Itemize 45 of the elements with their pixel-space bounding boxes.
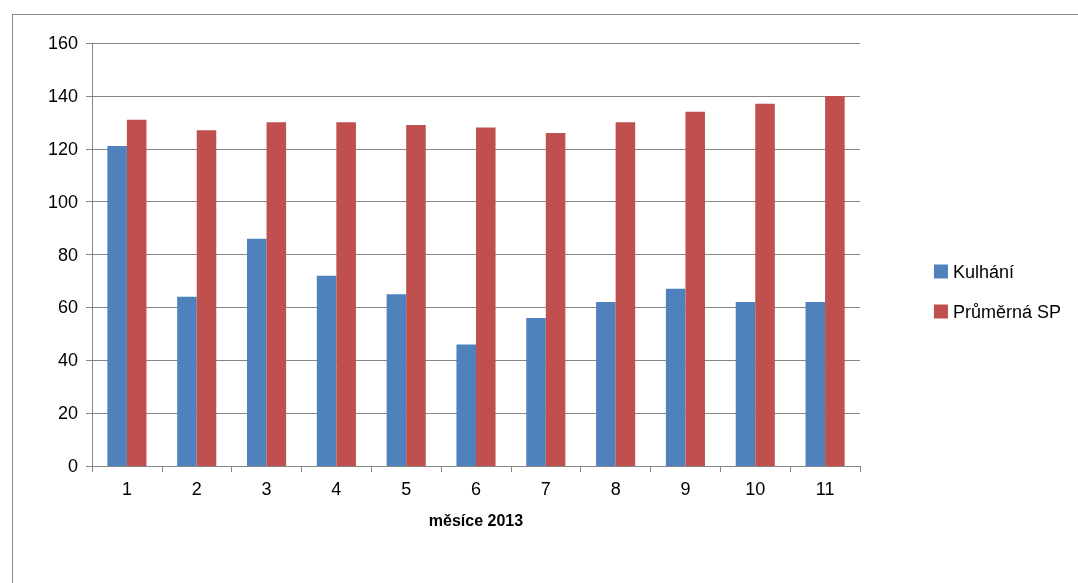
bar xyxy=(615,122,636,466)
bar xyxy=(336,122,356,466)
bar xyxy=(456,344,476,466)
bar xyxy=(596,302,616,466)
x-tick-label: 10 xyxy=(745,479,766,499)
x-axis-title: měsíce 2013 xyxy=(428,511,524,529)
x-tick-label: 1 xyxy=(121,479,132,499)
y-tick-label: 0 xyxy=(67,456,78,476)
legend-label: Průměrná SP xyxy=(952,301,1061,322)
bar xyxy=(196,130,217,466)
bar xyxy=(526,317,546,466)
y-tick-label: 160 xyxy=(47,33,78,53)
bar xyxy=(545,132,566,466)
bar xyxy=(665,288,686,466)
y-tick-label: 40 xyxy=(57,350,78,371)
bar xyxy=(177,296,197,466)
x-tick-label: 8 xyxy=(610,479,621,499)
bar xyxy=(805,302,826,466)
bar xyxy=(685,111,705,466)
x-tick-label: 5 xyxy=(401,479,412,499)
x-tick-label: 7 xyxy=(540,479,551,499)
bar xyxy=(825,95,845,466)
x-tick-label: 6 xyxy=(470,479,482,499)
bar xyxy=(247,238,267,466)
y-tick-label: 120 xyxy=(47,138,78,159)
bar xyxy=(735,302,756,466)
bar xyxy=(316,275,337,466)
y-tick-label: 20 xyxy=(57,403,78,424)
y-tick-label: 60 xyxy=(57,297,78,318)
bar xyxy=(476,127,496,466)
bar xyxy=(386,294,407,466)
legend-label: Kulhání xyxy=(952,261,1015,282)
x-tick-label: 9 xyxy=(680,479,691,499)
x-tick-label: 11 xyxy=(815,479,835,499)
bar xyxy=(126,119,147,466)
x-tick-label: 4 xyxy=(331,479,342,499)
x-tick-label: 2 xyxy=(191,479,202,499)
y-tick-label: 100 xyxy=(47,191,78,212)
x-tick-label: 3 xyxy=(261,479,272,499)
bar xyxy=(266,122,287,466)
y-tick-label: 140 xyxy=(47,85,78,106)
bar xyxy=(406,124,426,466)
bar xyxy=(107,146,127,466)
bar xyxy=(755,103,775,466)
y-tick-label: 80 xyxy=(57,244,78,265)
